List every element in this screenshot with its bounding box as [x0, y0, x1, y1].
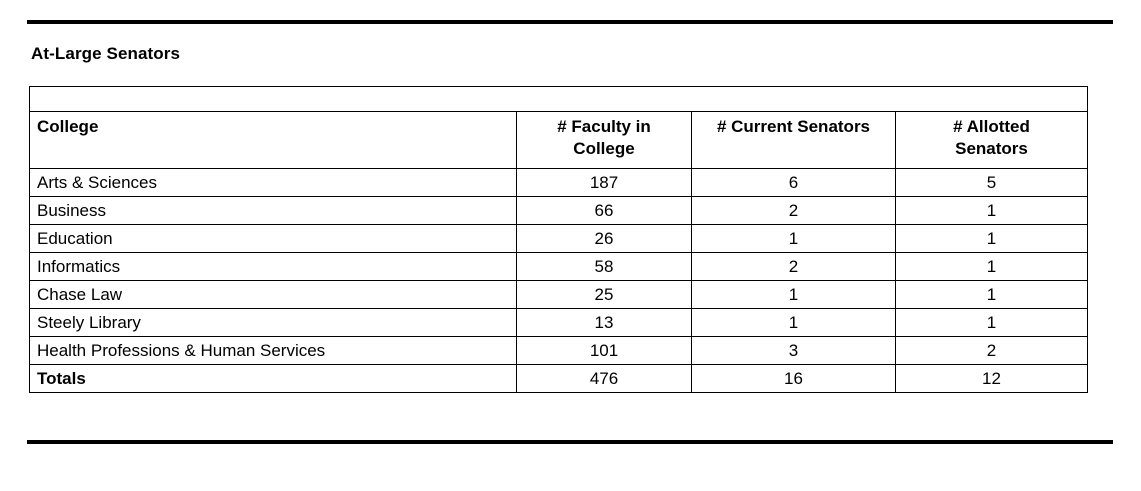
- college-cell: Arts & Sciences: [29, 168, 517, 197]
- value-cell: 5: [895, 168, 1088, 197]
- empty-cell: [29, 86, 1088, 112]
- table-row: Arts & Sciences 187 6 5: [29, 168, 1088, 197]
- table-row: Chase Law 25 1 1: [29, 280, 1088, 309]
- value-cell: 187: [516, 168, 692, 197]
- value-cell: 1: [691, 308, 896, 337]
- value-cell: 58: [516, 252, 692, 281]
- header-current-senators: # Current Senators: [691, 111, 896, 169]
- value-cell: 1: [895, 308, 1088, 337]
- value-cell: 6: [691, 168, 896, 197]
- value-cell: 26: [516, 224, 692, 253]
- value-cell: 476: [516, 364, 692, 393]
- value-cell: 1: [691, 224, 896, 253]
- college-cell: Business: [29, 196, 517, 225]
- header-line: College: [573, 139, 635, 158]
- value-cell: 66: [516, 196, 692, 225]
- table-row: Business 66 2 1: [29, 196, 1088, 225]
- top-rule: [27, 20, 1113, 24]
- header-line: # Faculty in: [557, 117, 651, 136]
- college-cell: Education: [29, 224, 517, 253]
- value-cell: 16: [691, 364, 896, 393]
- value-cell: 2: [691, 196, 896, 225]
- header-line: # Allotted: [953, 117, 1030, 136]
- header-line: College: [37, 117, 99, 136]
- header-college: College: [29, 111, 517, 169]
- header-faculty-in-college: # Faculty in College: [516, 111, 692, 169]
- value-cell: 1: [895, 196, 1088, 225]
- table-row: Informatics 58 2 1: [29, 252, 1088, 281]
- table-row: Steely Library 13 1 1: [29, 308, 1088, 337]
- table-row: Health Professions & Human Services 101 3 2: [29, 336, 1088, 365]
- college-cell: Steely Library: [29, 308, 517, 337]
- college-cell: Health Professions & Human Services: [29, 336, 517, 365]
- header-line: # Current Senators: [716, 117, 871, 136]
- college-cell: Informatics: [29, 252, 517, 281]
- header-line: Senators: [955, 139, 1028, 158]
- header-row: College # Faculty in College # Current S…: [29, 111, 1088, 169]
- value-cell: 1: [691, 280, 896, 309]
- value-cell: 2: [895, 336, 1088, 365]
- header-allotted-senators: # Allotted Senators: [895, 111, 1088, 169]
- at-large-senators-table: College # Faculty in College # Current S…: [29, 86, 1088, 393]
- bottom-rule: [27, 440, 1113, 444]
- value-cell: 101: [516, 336, 692, 365]
- empty-row: [29, 86, 1088, 112]
- value-cell: 1: [895, 252, 1088, 281]
- value-cell: 1: [895, 280, 1088, 309]
- college-cell: Totals: [29, 364, 517, 393]
- value-cell: 13: [516, 308, 692, 337]
- value-cell: 25: [516, 280, 692, 309]
- value-cell: 2: [691, 252, 896, 281]
- page-title: At-Large Senators: [31, 44, 181, 63]
- college-cell: Chase Law: [29, 280, 517, 309]
- table-row: Education 26 1 1: [29, 224, 1088, 253]
- totals-row: Totals 476 16 12: [29, 364, 1088, 393]
- value-cell: 3: [691, 336, 896, 365]
- table-body: Arts & Sciences 187 6 5 Business 66 2 1 Educatio…: [29, 168, 1088, 393]
- value-cell: 1: [895, 224, 1088, 253]
- value-cell: 12: [895, 364, 1088, 393]
